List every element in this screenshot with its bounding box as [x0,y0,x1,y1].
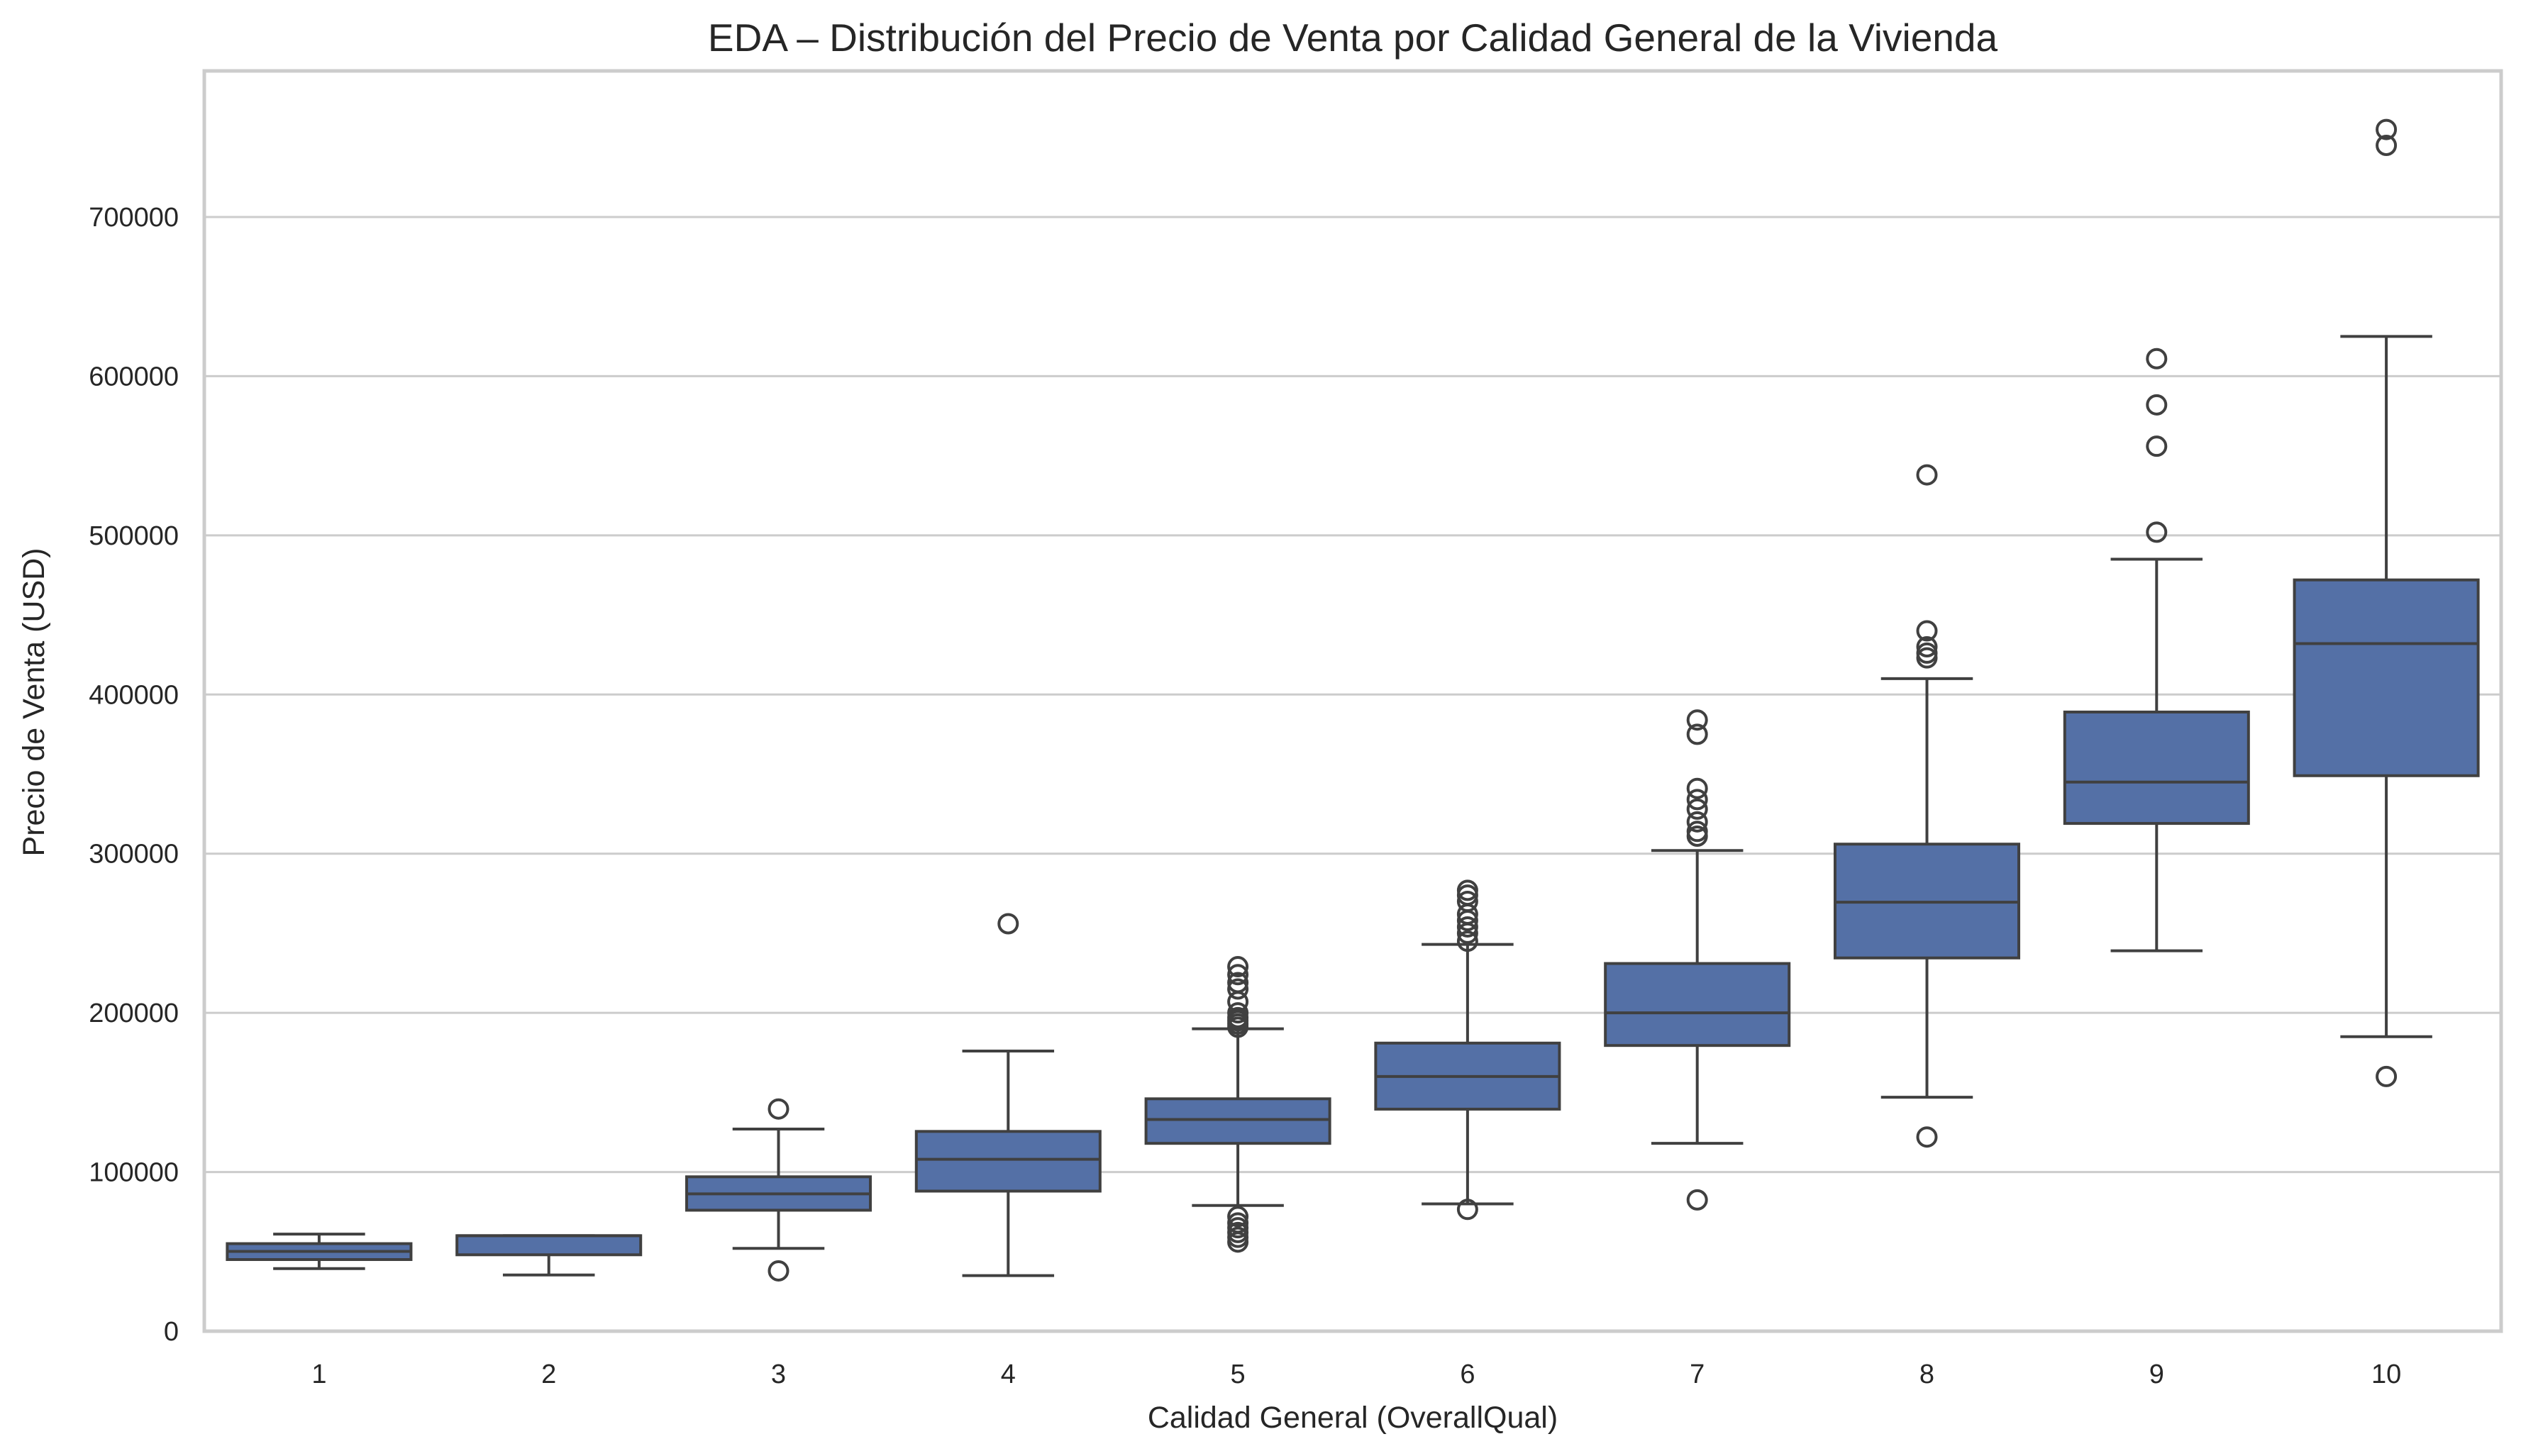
box-group-5 [1144,956,1331,1253]
box-iqr [1144,1097,1331,1145]
outlier-point [2376,1065,2398,1087]
x-tick-label: 7 [1690,1360,1705,1389]
y-axis-ticks: 0 100000 200000 300000 400000 500000 600000 700… [89,203,179,1347]
box-iqr [2063,710,2250,826]
outlier-point [2146,394,2168,416]
box-group-2 [455,1234,643,1277]
outlier-point [1916,464,1938,486]
y-tick-label: 400000 [89,680,179,710]
box-group-4 [914,913,1102,1277]
x-tick-label: 8 [1919,1360,1934,1389]
box-iqr [1604,962,1791,1047]
outlier-point [1227,1206,1249,1228]
y-tick-label: 500000 [89,521,179,551]
x-tick-label: 10 [2371,1360,2401,1389]
y-tick-label: 600000 [89,362,179,391]
box-group-9 [2063,348,2250,952]
outlier-point [1686,709,1708,731]
box-iqr [2293,578,2480,777]
x-axis-label: Calidad General (OverallQual) [1148,1401,1558,1435]
outlier-point [768,1260,789,1282]
outlier-point [1456,879,1478,901]
outlier-point [1686,723,1708,745]
outlier-point [1227,956,1249,978]
gridlines [204,216,2501,1333]
outlier-point [1227,1002,1249,1024]
chart-title: EDA – Distribución del Precio de Venta p… [708,16,1998,60]
outlier-point [2376,135,2398,157]
y-tick-label: 300000 [89,840,179,869]
y-tick-label: 100000 [89,1158,179,1188]
outlier-point [768,1098,789,1120]
y-axis-label: Precio de Venta (USD) [17,548,51,857]
box-iqr [455,1234,643,1257]
outlier-point [1227,1212,1249,1234]
x-tick-label: 3 [771,1360,786,1389]
outlier-point [1916,1126,1938,1148]
outlier-point [2146,521,2168,543]
outlier-point [1686,821,1708,843]
y-tick-label: 200000 [89,999,179,1028]
outlier-point [1916,620,1938,642]
x-axis-ticks: 1 2 3 4 5 6 7 8 9 10 [311,1360,2401,1389]
plot-frame [202,69,2503,1333]
outlier-point [1686,811,1708,833]
outlier-point [1456,891,1478,913]
outlier-point [1227,972,1249,994]
outlier-point [1456,916,1478,938]
outlier-point [1916,642,1938,664]
box-group-8 [1833,464,2021,1148]
outlier-point [1456,1199,1478,1221]
box-group-6 [1374,879,1561,1221]
x-tick-label: 4 [1001,1360,1016,1389]
outlier-point [2146,348,2168,369]
box-series [226,118,2480,1282]
box-group-7 [1604,709,1791,1211]
outlier-point [2146,435,2168,457]
outlier-point [1227,978,1249,1000]
box-group-10 [2293,118,2480,1087]
y-tick-label: 0 [164,1317,179,1347]
outlier-point [1686,798,1708,820]
outlier-point [1686,1189,1708,1211]
box-group-1 [226,1233,413,1270]
x-tick-label: 2 [541,1360,556,1389]
outlier-point [1916,635,1938,657]
plot-area [202,69,2503,1333]
outlier-point [997,913,1019,935]
x-tick-label: 6 [1460,1360,1475,1389]
outlier-point [1227,964,1249,986]
box-iqr [914,1130,1102,1193]
outlier-point [1456,930,1478,952]
x-tick-label: 5 [1231,1360,1246,1389]
outlier-point [1686,789,1708,811]
box-group-3 [685,1098,872,1282]
outlier-point [2376,118,2398,140]
outlier-point [1686,777,1708,799]
x-tick-label: 1 [311,1360,326,1389]
y-tick-label: 700000 [89,203,179,233]
x-tick-label: 9 [2149,1360,2164,1389]
